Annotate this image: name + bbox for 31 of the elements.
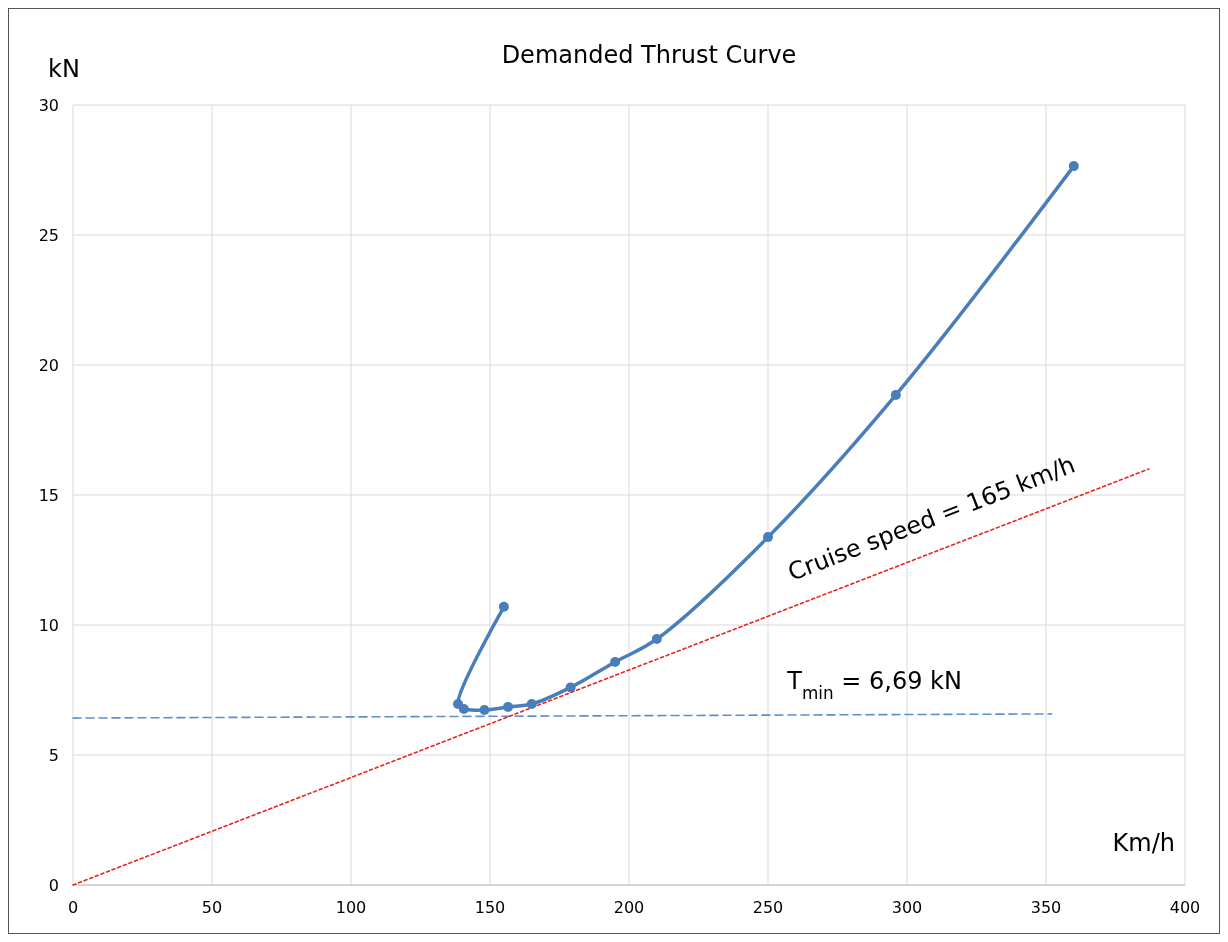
- x-tick-label: 250: [752, 898, 784, 917]
- y-tick-label: 25: [38, 226, 59, 245]
- point: [565, 682, 576, 693]
- chart-title: Demanded Thrust Curve: [501, 41, 797, 69]
- x-axis-title: Km/h: [1112, 829, 1175, 857]
- y-tick-label: 0: [48, 876, 59, 895]
- y-tick-label: 30: [38, 96, 59, 115]
- x-tick-label: 300: [891, 898, 923, 917]
- x-tick-label: 0: [67, 898, 79, 917]
- point: [651, 634, 662, 645]
- point: [458, 703, 469, 714]
- point: [610, 656, 621, 667]
- x-tick-label: 50: [201, 898, 223, 917]
- point: [503, 701, 514, 712]
- annotation: T$_{min}$ = 6,69 kN: [786, 667, 962, 704]
- y-tick-label: 5: [48, 746, 59, 765]
- x-tick-label: 200: [613, 898, 645, 917]
- x-tick-label: 400: [1169, 898, 1201, 917]
- y-tick-label: 15: [38, 486, 59, 505]
- x-tick-label: 350: [1030, 898, 1062, 917]
- y-axis-title: kN: [48, 55, 80, 83]
- point: [763, 532, 773, 543]
- y-tick-label: 20: [38, 356, 59, 375]
- point: [498, 601, 509, 612]
- point: [479, 705, 490, 716]
- y-tick-label: 10: [38, 616, 59, 635]
- point: [890, 389, 901, 400]
- point: [526, 699, 537, 710]
- x-tick-label: 150: [474, 898, 506, 917]
- point: [1068, 161, 1079, 172]
- x-tick-label: 100: [335, 898, 367, 917]
